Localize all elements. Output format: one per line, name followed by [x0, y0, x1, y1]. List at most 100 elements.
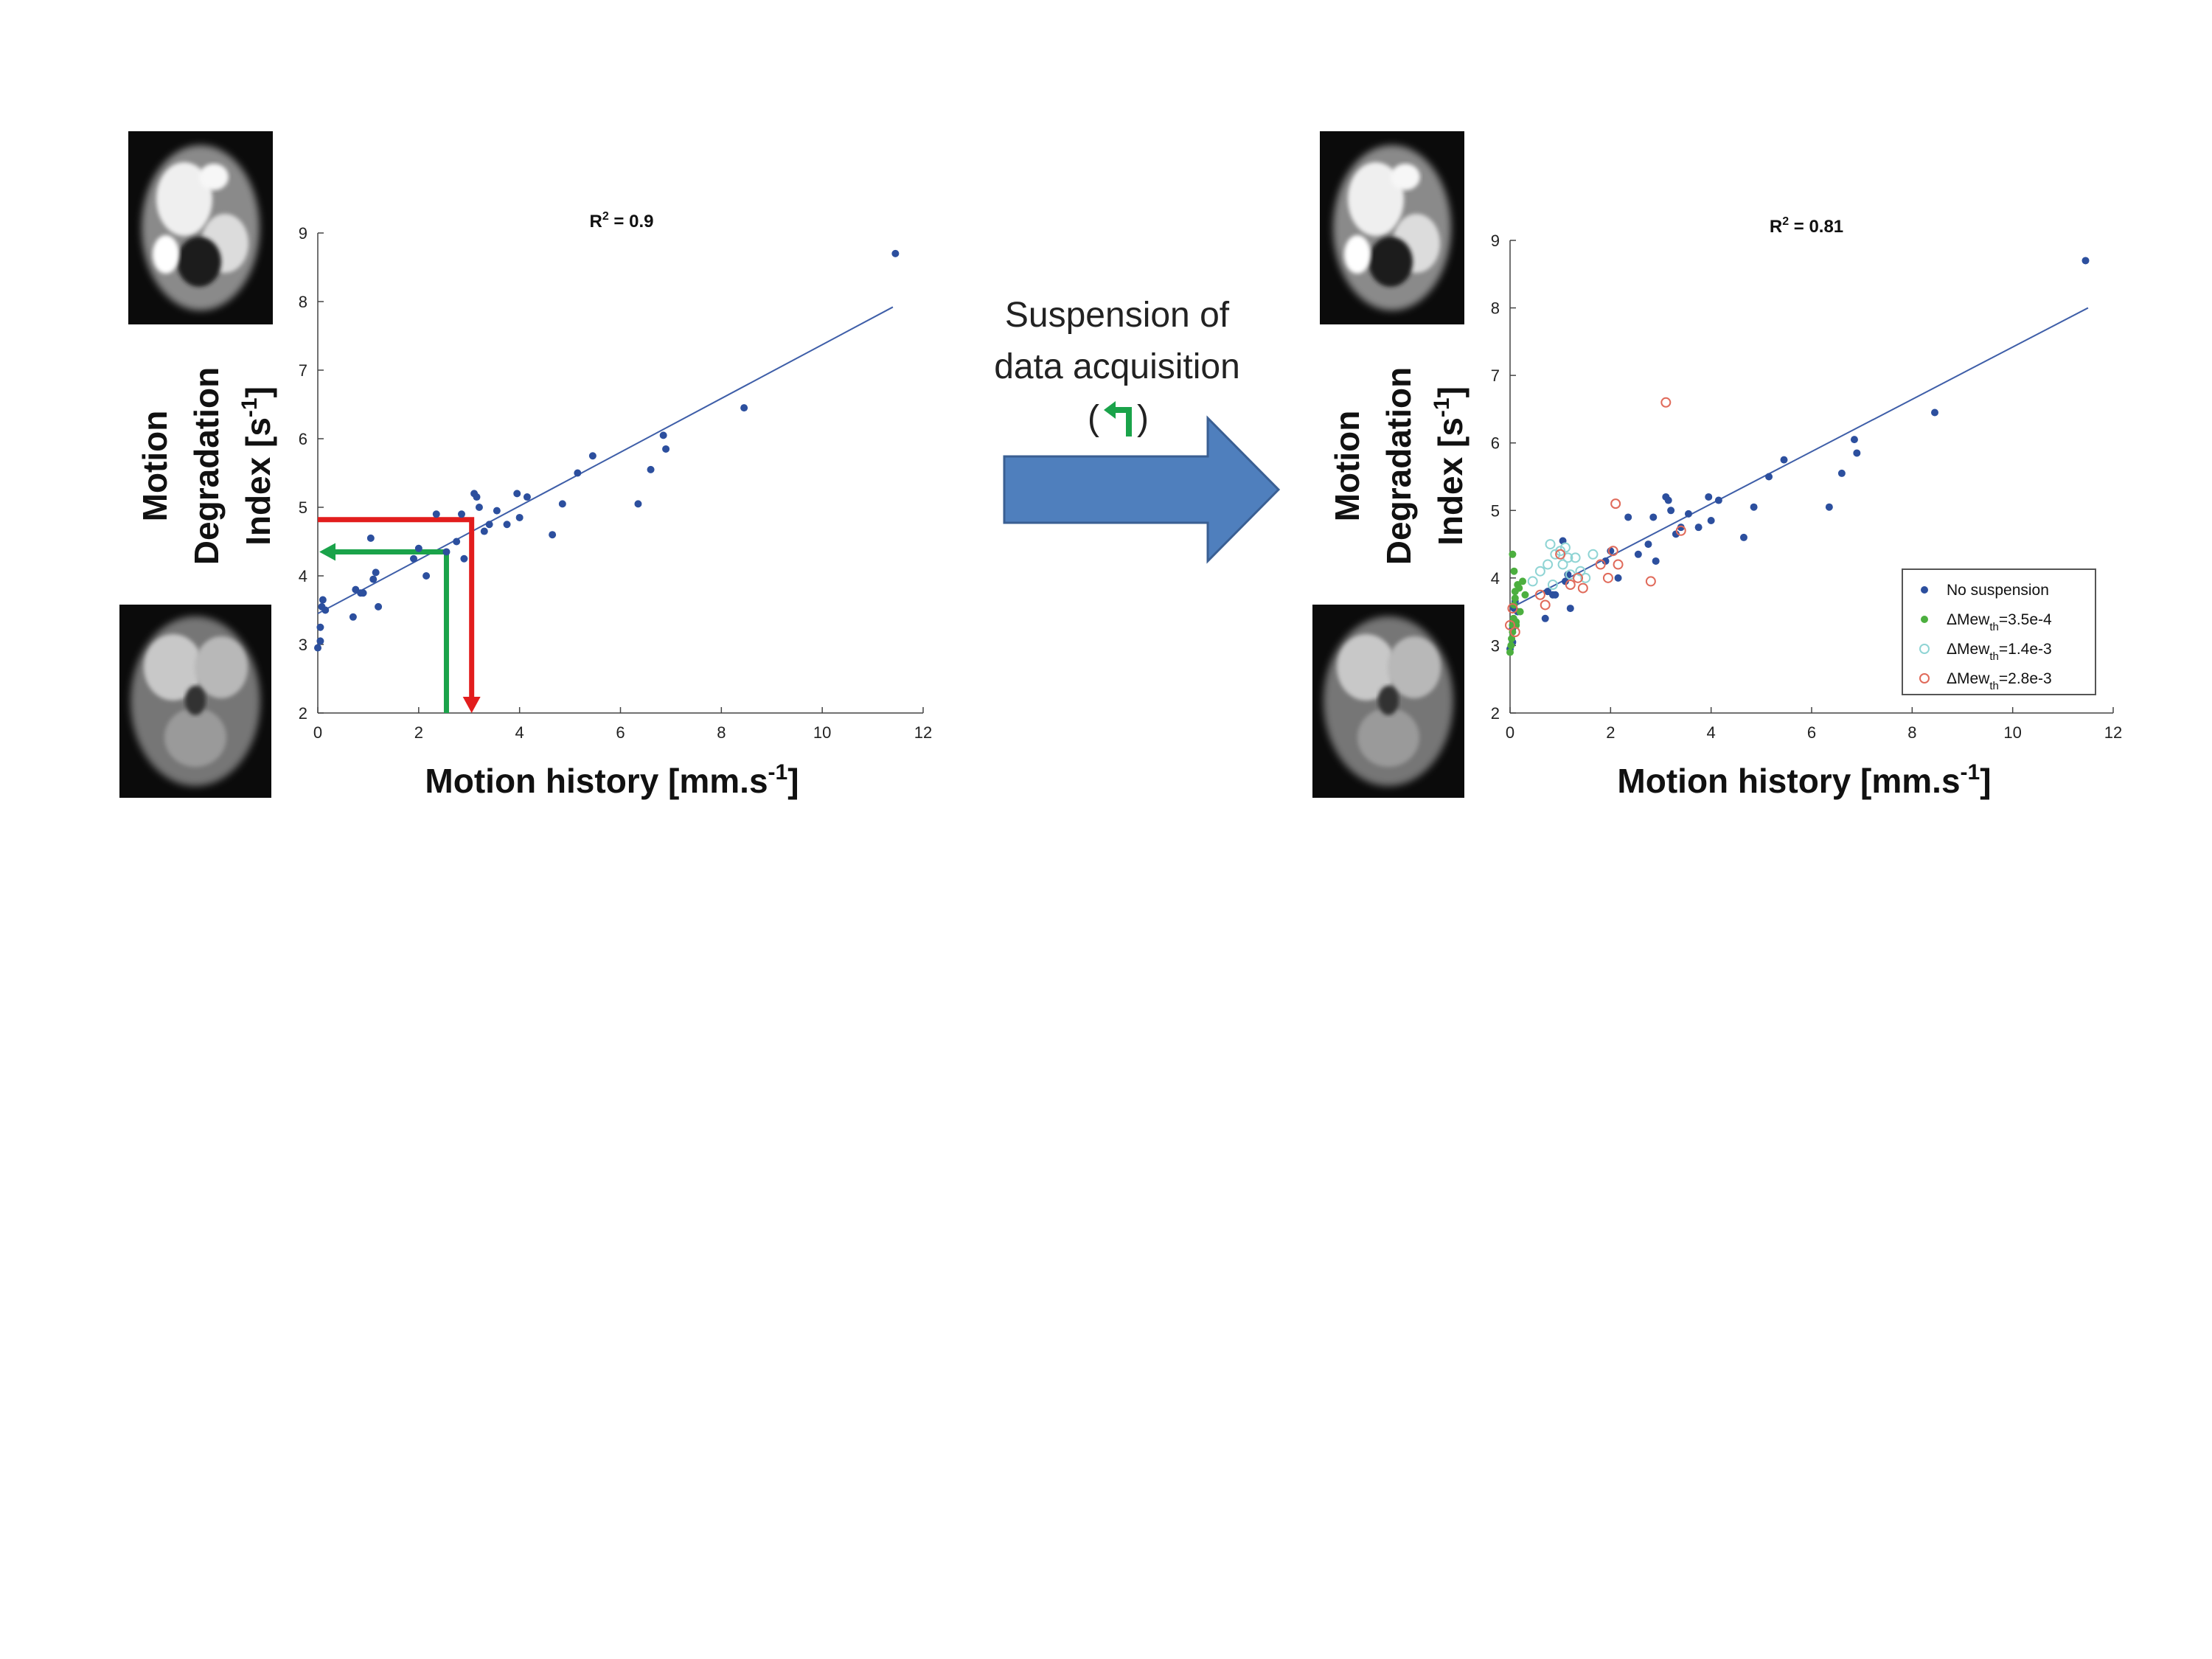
y-tick-label: 4: [1491, 569, 1500, 588]
data-point: [1577, 582, 1588, 594]
data-point: [1509, 550, 1517, 558]
left-chart-x-label: Motion history [mm.s-1]: [425, 760, 799, 800]
data-point: [740, 404, 748, 412]
data-point: [1515, 584, 1523, 592]
brain-image-bottom-right: [1312, 605, 1464, 798]
left-chart-arrow-annotations: [318, 517, 481, 713]
data-point: [414, 544, 422, 552]
data-point: [480, 527, 488, 535]
data-point: [1613, 559, 1624, 570]
data-point: [1521, 591, 1529, 599]
data-point: [1510, 567, 1518, 575]
x-tick-label: 10: [813, 723, 831, 742]
data-point: [588, 452, 597, 460]
y-tick-label: 7: [299, 361, 307, 380]
data-point: [1595, 559, 1606, 570]
x-tick-label: 8: [1907, 723, 1916, 742]
left-chart-y-ticks: 2 3 4 5 6 7 8 9: [299, 224, 324, 723]
x-tick-label: 2: [1606, 723, 1615, 742]
data-point: [475, 504, 483, 511]
data-point: [1634, 550, 1642, 558]
data-point: [1644, 540, 1652, 549]
left-y-label-line3: Index [s-1]: [237, 386, 277, 546]
data-point: [1516, 608, 1524, 616]
y-tick-label: 8: [1491, 299, 1500, 318]
data-point: [1509, 627, 1520, 638]
x-tick-label: 12: [2104, 723, 2122, 742]
data-point: [1610, 498, 1621, 509]
green-arrowhead: [319, 543, 335, 561]
right-chart-legend: No suspension ΔMewth=3.5e-4 ΔMewth=1.4e-3 Δ…: [1902, 568, 2096, 695]
data-point: [369, 575, 378, 583]
legend-marker: [1919, 644, 1930, 654]
data-point: [1694, 524, 1703, 532]
data-point: [1570, 552, 1581, 563]
data-point: [503, 521, 511, 529]
data-point: [349, 613, 357, 621]
data-point: [1545, 539, 1556, 550]
data-point: [1519, 577, 1527, 585]
data-point: [485, 521, 493, 529]
data-point: [647, 465, 655, 473]
x-tick-label: 0: [1506, 723, 1514, 742]
data-point: [432, 510, 440, 518]
right-y-label-line1: Motion: [1328, 411, 1366, 522]
y-tick-label: 9: [299, 224, 307, 243]
data-point: [1511, 594, 1519, 602]
data-point: [1551, 591, 1559, 599]
data-point: [574, 469, 582, 477]
y-tick-label: 3: [299, 636, 307, 654]
brain-image-top-right: [1320, 131, 1464, 324]
left-chart-x-ticks: 0 2 4 6 8 10 12: [313, 707, 932, 742]
data-point: [372, 568, 380, 577]
data-point: [422, 572, 431, 580]
left-y-label-line1: Motion: [136, 411, 174, 522]
data-point: [515, 513, 524, 521]
legend-box: [1902, 568, 2096, 695]
data-point: [558, 500, 566, 508]
data-point: [453, 538, 461, 546]
data-point: [1534, 589, 1545, 600]
data-point: [1527, 576, 1538, 587]
data-point: [319, 596, 327, 604]
x-tick-label: 8: [717, 723, 726, 742]
data-point: [1557, 559, 1568, 570]
data-point: [1739, 533, 1747, 541]
data-point: [1667, 507, 1675, 515]
x-tick-label: 4: [515, 723, 524, 742]
left-chart-axes: [317, 233, 923, 714]
data-point: [1555, 549, 1566, 560]
data-point: [1541, 614, 1549, 622]
legend-label: No suspension: [1947, 582, 2049, 599]
data-point: [442, 548, 451, 556]
data-point: [634, 500, 642, 508]
y-tick-label: 5: [299, 498, 307, 517]
caption-line2: data acquisition: [994, 347, 1240, 386]
data-point: [1559, 542, 1571, 553]
data-point: [1507, 641, 1515, 650]
y-tick-label: 8: [299, 293, 307, 311]
data-point: [1825, 503, 1833, 511]
y-tick-label: 3: [1491, 636, 1500, 655]
data-point: [1566, 605, 1574, 613]
data-point: [1614, 574, 1622, 582]
data-point: [1684, 509, 1692, 518]
legend-label: ΔMewth=2.8e-3: [1947, 670, 2052, 692]
data-point: [1624, 513, 1632, 521]
data-point: [1507, 603, 1518, 614]
data-point: [375, 602, 383, 611]
y-tick-label: 9: [1491, 232, 1500, 250]
brain-image-bottom-left: [119, 605, 271, 798]
legend-marker: [1921, 616, 1928, 623]
data-point: [1649, 513, 1658, 521]
data-point: [1750, 503, 1758, 511]
data-point: [549, 531, 557, 539]
y-tick-label: 2: [1491, 704, 1500, 723]
data-point: [1672, 530, 1680, 538]
x-tick-label: 4: [1707, 723, 1716, 742]
data-point: [1505, 619, 1515, 630]
data-point: [1510, 601, 1518, 609]
x-tick-label: 0: [313, 723, 322, 742]
left-chart-y-label: Motion Degradation Index [s-1]: [136, 367, 277, 565]
